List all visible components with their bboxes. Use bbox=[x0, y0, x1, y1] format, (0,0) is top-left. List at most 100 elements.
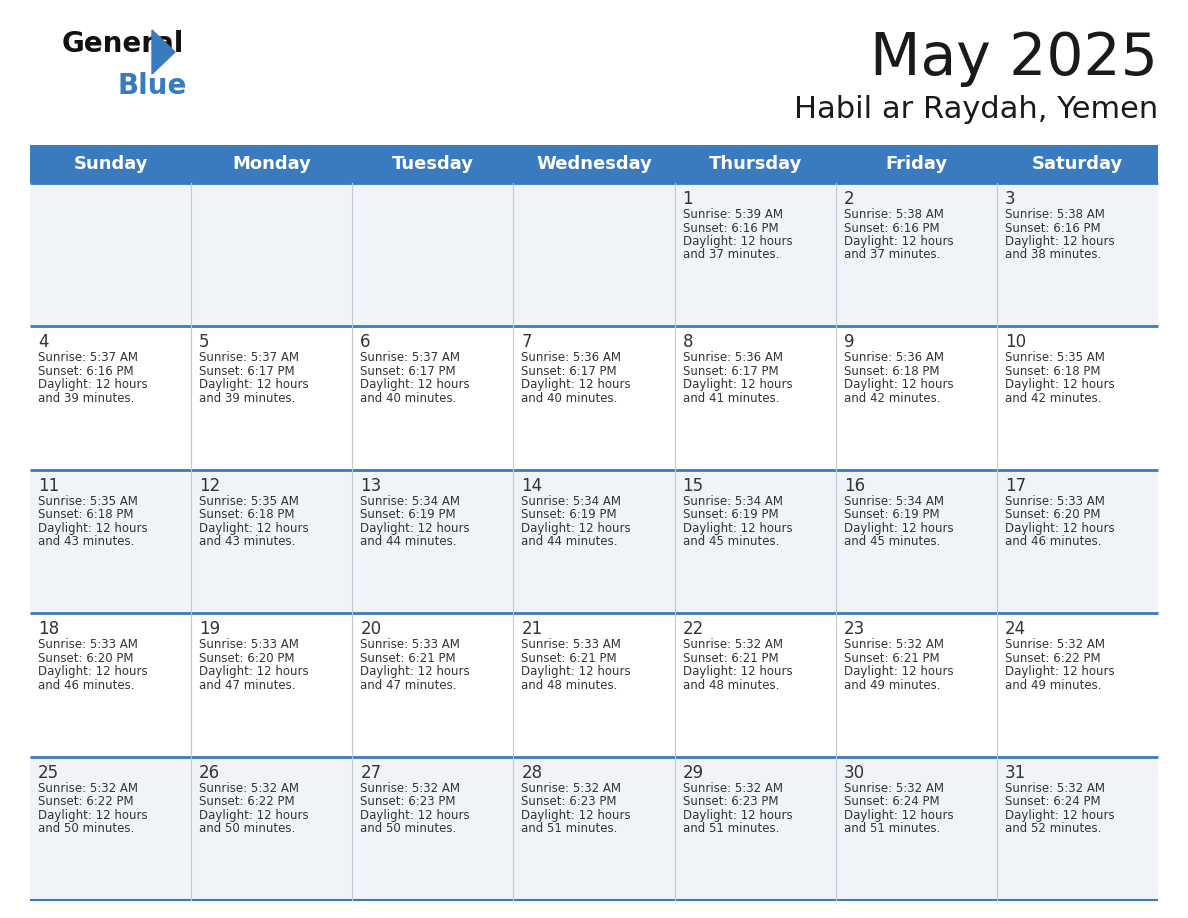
Text: Sunset: 6:18 PM: Sunset: 6:18 PM bbox=[38, 509, 133, 521]
Polygon shape bbox=[152, 30, 175, 74]
Text: 3: 3 bbox=[1005, 190, 1016, 208]
Text: Sunrise: 5:32 AM: Sunrise: 5:32 AM bbox=[843, 781, 943, 795]
Text: Sunrise: 5:32 AM: Sunrise: 5:32 AM bbox=[683, 638, 783, 651]
Text: Sunrise: 5:32 AM: Sunrise: 5:32 AM bbox=[38, 781, 138, 795]
Text: 11: 11 bbox=[38, 476, 59, 495]
Text: Sunset: 6:23 PM: Sunset: 6:23 PM bbox=[683, 795, 778, 808]
Text: Tuesday: Tuesday bbox=[392, 155, 474, 173]
Text: Sunset: 6:18 PM: Sunset: 6:18 PM bbox=[1005, 364, 1100, 378]
Text: Sunset: 6:21 PM: Sunset: 6:21 PM bbox=[843, 652, 940, 665]
Text: and 46 minutes.: and 46 minutes. bbox=[1005, 535, 1101, 548]
Text: 7: 7 bbox=[522, 333, 532, 352]
Text: 13: 13 bbox=[360, 476, 381, 495]
Text: and 42 minutes.: and 42 minutes. bbox=[843, 392, 940, 405]
Text: and 43 minutes.: and 43 minutes. bbox=[38, 535, 134, 548]
Text: Daylight: 12 hours: Daylight: 12 hours bbox=[1005, 235, 1114, 248]
Text: and 42 minutes.: and 42 minutes. bbox=[1005, 392, 1101, 405]
Text: and 37 minutes.: and 37 minutes. bbox=[843, 249, 940, 262]
Text: Sunset: 6:17 PM: Sunset: 6:17 PM bbox=[200, 364, 295, 378]
Text: Sunset: 6:16 PM: Sunset: 6:16 PM bbox=[1005, 221, 1100, 234]
Text: Sunrise: 5:32 AM: Sunrise: 5:32 AM bbox=[522, 781, 621, 795]
Text: Daylight: 12 hours: Daylight: 12 hours bbox=[200, 378, 309, 391]
Text: Daylight: 12 hours: Daylight: 12 hours bbox=[843, 809, 953, 822]
Text: 14: 14 bbox=[522, 476, 543, 495]
Text: Sunset: 6:16 PM: Sunset: 6:16 PM bbox=[843, 221, 940, 234]
Text: Sunday: Sunday bbox=[74, 155, 147, 173]
Text: and 40 minutes.: and 40 minutes. bbox=[522, 392, 618, 405]
Text: 23: 23 bbox=[843, 621, 865, 638]
Text: Sunrise: 5:33 AM: Sunrise: 5:33 AM bbox=[1005, 495, 1105, 508]
Text: Sunrise: 5:35 AM: Sunrise: 5:35 AM bbox=[38, 495, 138, 508]
Text: 17: 17 bbox=[1005, 476, 1026, 495]
Text: Sunrise: 5:37 AM: Sunrise: 5:37 AM bbox=[200, 352, 299, 364]
Text: Sunrise: 5:37 AM: Sunrise: 5:37 AM bbox=[360, 352, 460, 364]
Text: Wednesday: Wednesday bbox=[536, 155, 652, 173]
Text: 16: 16 bbox=[843, 476, 865, 495]
Text: Daylight: 12 hours: Daylight: 12 hours bbox=[1005, 378, 1114, 391]
Text: Sunrise: 5:32 AM: Sunrise: 5:32 AM bbox=[1005, 638, 1105, 651]
Text: Sunset: 6:23 PM: Sunset: 6:23 PM bbox=[360, 795, 456, 808]
Text: 29: 29 bbox=[683, 764, 703, 781]
Text: Sunrise: 5:32 AM: Sunrise: 5:32 AM bbox=[1005, 781, 1105, 795]
Text: Daylight: 12 hours: Daylight: 12 hours bbox=[683, 235, 792, 248]
Text: Sunrise: 5:33 AM: Sunrise: 5:33 AM bbox=[522, 638, 621, 651]
Text: Sunset: 6:20 PM: Sunset: 6:20 PM bbox=[38, 652, 133, 665]
Bar bbox=[30, 183, 1158, 327]
Text: Sunset: 6:19 PM: Sunset: 6:19 PM bbox=[360, 509, 456, 521]
Text: Sunrise: 5:36 AM: Sunrise: 5:36 AM bbox=[522, 352, 621, 364]
Text: Daylight: 12 hours: Daylight: 12 hours bbox=[522, 521, 631, 535]
Text: Blue: Blue bbox=[118, 72, 188, 100]
Text: Sunset: 6:17 PM: Sunset: 6:17 PM bbox=[522, 364, 617, 378]
Text: and 43 minutes.: and 43 minutes. bbox=[200, 535, 296, 548]
Text: Daylight: 12 hours: Daylight: 12 hours bbox=[522, 378, 631, 391]
Text: Daylight: 12 hours: Daylight: 12 hours bbox=[38, 378, 147, 391]
Text: Saturday: Saturday bbox=[1032, 155, 1123, 173]
Text: and 51 minutes.: and 51 minutes. bbox=[683, 823, 779, 835]
Bar bbox=[30, 470, 1158, 613]
Text: Sunrise: 5:33 AM: Sunrise: 5:33 AM bbox=[360, 638, 460, 651]
Text: Sunset: 6:19 PM: Sunset: 6:19 PM bbox=[843, 509, 940, 521]
Text: Sunrise: 5:34 AM: Sunrise: 5:34 AM bbox=[683, 495, 783, 508]
Text: Sunrise: 5:32 AM: Sunrise: 5:32 AM bbox=[683, 781, 783, 795]
Text: and 45 minutes.: and 45 minutes. bbox=[683, 535, 779, 548]
Text: Daylight: 12 hours: Daylight: 12 hours bbox=[683, 809, 792, 822]
Text: Sunset: 6:24 PM: Sunset: 6:24 PM bbox=[1005, 795, 1100, 808]
Text: 8: 8 bbox=[683, 333, 693, 352]
Text: and 40 minutes.: and 40 minutes. bbox=[360, 392, 456, 405]
Text: Sunrise: 5:35 AM: Sunrise: 5:35 AM bbox=[1005, 352, 1105, 364]
Text: Daylight: 12 hours: Daylight: 12 hours bbox=[522, 809, 631, 822]
Text: and 37 minutes.: and 37 minutes. bbox=[683, 249, 779, 262]
Text: 5: 5 bbox=[200, 333, 209, 352]
Text: Sunrise: 5:36 AM: Sunrise: 5:36 AM bbox=[683, 352, 783, 364]
Text: Sunset: 6:23 PM: Sunset: 6:23 PM bbox=[522, 795, 617, 808]
Text: Sunset: 6:19 PM: Sunset: 6:19 PM bbox=[522, 509, 617, 521]
Text: Daylight: 12 hours: Daylight: 12 hours bbox=[360, 809, 470, 822]
Text: Daylight: 12 hours: Daylight: 12 hours bbox=[200, 809, 309, 822]
Text: Daylight: 12 hours: Daylight: 12 hours bbox=[843, 666, 953, 678]
Text: Daylight: 12 hours: Daylight: 12 hours bbox=[38, 666, 147, 678]
Text: 24: 24 bbox=[1005, 621, 1026, 638]
Text: 4: 4 bbox=[38, 333, 49, 352]
Text: and 50 minutes.: and 50 minutes. bbox=[360, 823, 456, 835]
Text: and 49 minutes.: and 49 minutes. bbox=[843, 678, 940, 691]
Text: 25: 25 bbox=[38, 764, 59, 781]
Text: General: General bbox=[62, 30, 184, 58]
Text: 15: 15 bbox=[683, 476, 703, 495]
Text: Sunset: 6:17 PM: Sunset: 6:17 PM bbox=[683, 364, 778, 378]
Text: and 39 minutes.: and 39 minutes. bbox=[200, 392, 296, 405]
Text: 9: 9 bbox=[843, 333, 854, 352]
Text: Sunset: 6:17 PM: Sunset: 6:17 PM bbox=[360, 364, 456, 378]
Text: Daylight: 12 hours: Daylight: 12 hours bbox=[200, 666, 309, 678]
Text: Daylight: 12 hours: Daylight: 12 hours bbox=[360, 666, 470, 678]
Text: Daylight: 12 hours: Daylight: 12 hours bbox=[683, 521, 792, 535]
Text: Sunrise: 5:35 AM: Sunrise: 5:35 AM bbox=[200, 495, 299, 508]
Text: and 51 minutes.: and 51 minutes. bbox=[843, 823, 940, 835]
Text: Sunrise: 5:37 AM: Sunrise: 5:37 AM bbox=[38, 352, 138, 364]
Text: 26: 26 bbox=[200, 764, 220, 781]
Text: 18: 18 bbox=[38, 621, 59, 638]
Text: Daylight: 12 hours: Daylight: 12 hours bbox=[1005, 666, 1114, 678]
Text: Sunrise: 5:38 AM: Sunrise: 5:38 AM bbox=[1005, 208, 1105, 221]
Text: Sunset: 6:18 PM: Sunset: 6:18 PM bbox=[843, 364, 940, 378]
Text: Sunrise: 5:32 AM: Sunrise: 5:32 AM bbox=[843, 638, 943, 651]
Text: and 38 minutes.: and 38 minutes. bbox=[1005, 249, 1101, 262]
